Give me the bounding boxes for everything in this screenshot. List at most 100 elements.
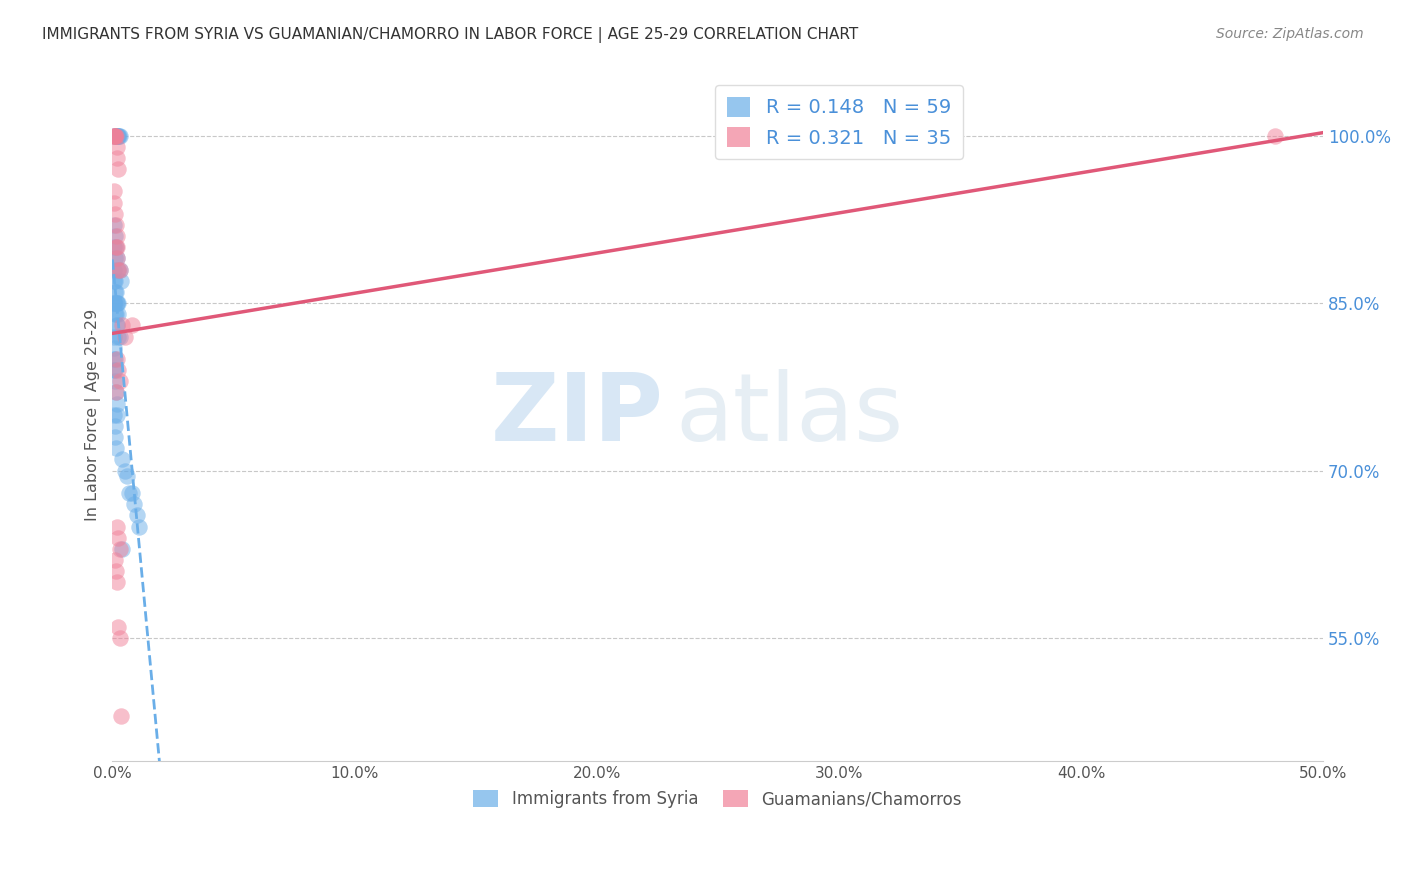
Point — [107, 329, 129, 343]
Point — [105, 240, 128, 254]
Point — [107, 620, 129, 634]
Point — [105, 229, 128, 244]
Point — [108, 262, 131, 277]
Point — [105, 128, 128, 143]
Point — [103, 408, 125, 422]
Point — [104, 128, 127, 143]
Point — [115, 469, 138, 483]
Point — [105, 442, 128, 456]
Point — [107, 296, 129, 310]
Point — [107, 162, 129, 177]
Point — [108, 329, 131, 343]
Text: atlas: atlas — [675, 368, 904, 461]
Point — [121, 318, 143, 333]
Point — [104, 252, 127, 266]
Point — [108, 262, 131, 277]
Point — [104, 207, 127, 221]
Point — [108, 128, 131, 143]
Point — [103, 363, 125, 377]
Point — [105, 351, 128, 366]
Point — [1264, 128, 1286, 143]
Point — [108, 541, 131, 556]
Point — [105, 408, 128, 422]
Point — [103, 351, 125, 366]
Point — [103, 195, 125, 210]
Point — [108, 374, 131, 388]
Point — [103, 341, 125, 355]
Point — [107, 531, 129, 545]
Point — [108, 128, 131, 143]
Point — [105, 128, 128, 143]
Point — [104, 374, 127, 388]
Point — [111, 452, 134, 467]
Point — [104, 285, 127, 299]
Point — [104, 307, 127, 321]
Text: IMMIGRANTS FROM SYRIA VS GUAMANIAN/CHAMORRO IN LABOR FORCE | AGE 25-29 CORRELATI: IMMIGRANTS FROM SYRIA VS GUAMANIAN/CHAMO… — [42, 27, 859, 43]
Point — [105, 385, 128, 400]
Text: Source: ZipAtlas.com: Source: ZipAtlas.com — [1216, 27, 1364, 41]
Point — [105, 564, 128, 578]
Point — [110, 274, 132, 288]
Point — [105, 575, 128, 590]
Point — [105, 252, 128, 266]
Point — [105, 318, 128, 333]
Point — [103, 274, 125, 288]
Point — [103, 240, 125, 254]
Y-axis label: In Labor Force | Age 25-29: In Labor Force | Age 25-29 — [86, 309, 101, 521]
Point — [105, 240, 128, 254]
Point — [105, 151, 128, 165]
Point — [104, 274, 127, 288]
Point — [114, 464, 136, 478]
Point — [103, 128, 125, 143]
Point — [103, 218, 125, 232]
Point — [107, 307, 129, 321]
Point — [107, 262, 129, 277]
Text: ZIP: ZIP — [491, 368, 664, 461]
Point — [103, 296, 125, 310]
Point — [103, 128, 125, 143]
Point — [105, 296, 128, 310]
Point — [104, 351, 127, 366]
Point — [125, 508, 148, 523]
Point — [107, 262, 129, 277]
Point — [104, 128, 127, 143]
Point — [104, 553, 127, 567]
Point — [103, 296, 125, 310]
Point — [111, 318, 134, 333]
Point — [105, 285, 128, 299]
Point — [103, 329, 125, 343]
Point — [105, 218, 128, 232]
Point — [105, 307, 128, 321]
Point — [103, 128, 125, 143]
Point — [105, 519, 128, 533]
Point — [122, 497, 145, 511]
Point — [103, 185, 125, 199]
Point — [105, 296, 128, 310]
Point — [107, 128, 129, 143]
Point — [104, 229, 127, 244]
Point — [128, 519, 150, 533]
Point — [104, 296, 127, 310]
Point — [105, 385, 128, 400]
Point — [104, 419, 127, 434]
Point — [105, 240, 128, 254]
Point — [111, 541, 134, 556]
Point — [104, 363, 127, 377]
Point — [107, 128, 129, 143]
Point — [114, 329, 136, 343]
Point — [118, 486, 141, 500]
Point — [105, 318, 128, 333]
Point — [108, 631, 131, 645]
Point — [103, 262, 125, 277]
Point — [105, 396, 128, 410]
Point — [104, 128, 127, 143]
Legend: Immigrants from Syria, Guamanians/Chamorros: Immigrants from Syria, Guamanians/Chamor… — [467, 783, 969, 815]
Point — [105, 128, 128, 143]
Point — [105, 252, 128, 266]
Point — [104, 430, 127, 444]
Point — [110, 709, 132, 723]
Point — [105, 139, 128, 153]
Point — [121, 486, 143, 500]
Point — [107, 363, 129, 377]
Point — [105, 128, 128, 143]
